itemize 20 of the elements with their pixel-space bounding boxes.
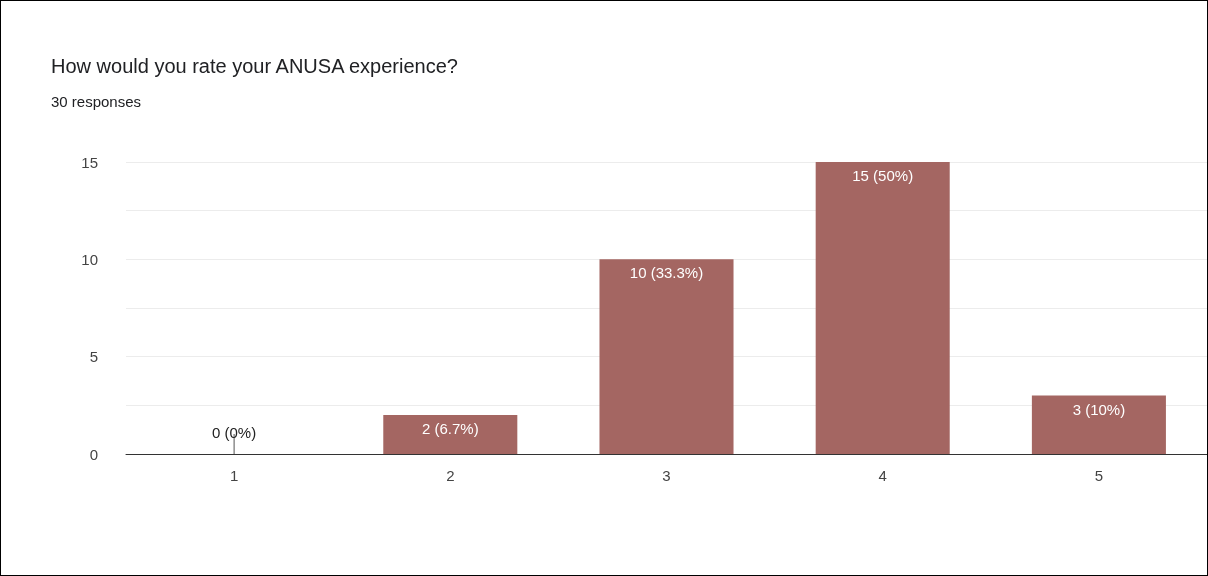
bar: [815, 162, 950, 454]
data-label: 15 (50%): [852, 167, 914, 184]
x-tick-label: 2: [446, 467, 455, 484]
y-tick-label: 10: [81, 250, 98, 268]
x-tick-label: 3: [662, 467, 671, 484]
bar: [599, 259, 734, 454]
y-tick-label: 0: [89, 445, 98, 463]
bar: [1031, 395, 1166, 454]
x-tick-label: 1: [229, 467, 239, 484]
data-label: 0 (0%): [212, 424, 257, 441]
data-label: 10 (33.3%): [629, 264, 704, 282]
y-tick-label: 5: [89, 348, 98, 366]
x-tick-label: 4: [878, 467, 887, 484]
y-tick-label: 15: [81, 153, 98, 171]
chart-title: How would you rate your ANUSA experience?: [51, 55, 458, 77]
bar: [383, 415, 518, 454]
chart-subtitle: 30 responses: [51, 93, 142, 110]
data-label: 2 (6.7%): [421, 420, 479, 438]
data-label: 3 (10%): [1072, 400, 1126, 418]
x-tick-label: 5: [1094, 467, 1104, 484]
